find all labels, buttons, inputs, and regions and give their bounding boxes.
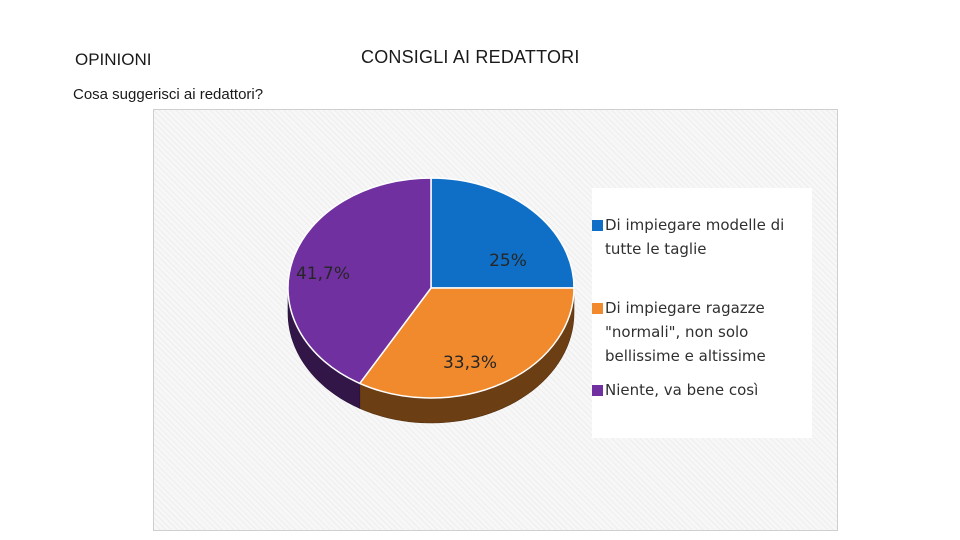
question-text: Cosa suggerisci ai redattori? <box>73 86 264 103</box>
pie-slice-3 <box>287 177 432 385</box>
chart-legend: Di impiegare modelle di tutte le taglie … <box>592 188 812 438</box>
data-label-1: 25% <box>489 251 527 271</box>
legend-label-1: Di impiegare modelle di tutte le taglie <box>605 216 785 258</box>
pie-slice-2 <box>359 287 575 399</box>
legend-swatch-1 <box>592 220 603 231</box>
legend-item-3: Niente, va bene così <box>592 378 811 402</box>
pie-slice-1 <box>430 177 575 289</box>
data-label-2: 33,3% <box>443 353 497 373</box>
legend-item-2: Di impiegare ragazze "normali", non solo… <box>592 296 811 368</box>
legend-swatch-3 <box>592 385 603 396</box>
legend-label-2: Di impiegare ragazze "normali", non solo… <box>605 299 766 365</box>
data-label-3: 41,7% <box>296 264 350 284</box>
legend-swatch-2 <box>592 303 603 314</box>
legend-item-1: Di impiegare modelle di tutte le taglie <box>592 213 811 261</box>
section-label: OPINIONI <box>75 50 152 69</box>
slide-title: CONSIGLI AI REDATTORI <box>361 47 580 67</box>
legend-label-3: Niente, va bene così <box>605 381 759 399</box>
